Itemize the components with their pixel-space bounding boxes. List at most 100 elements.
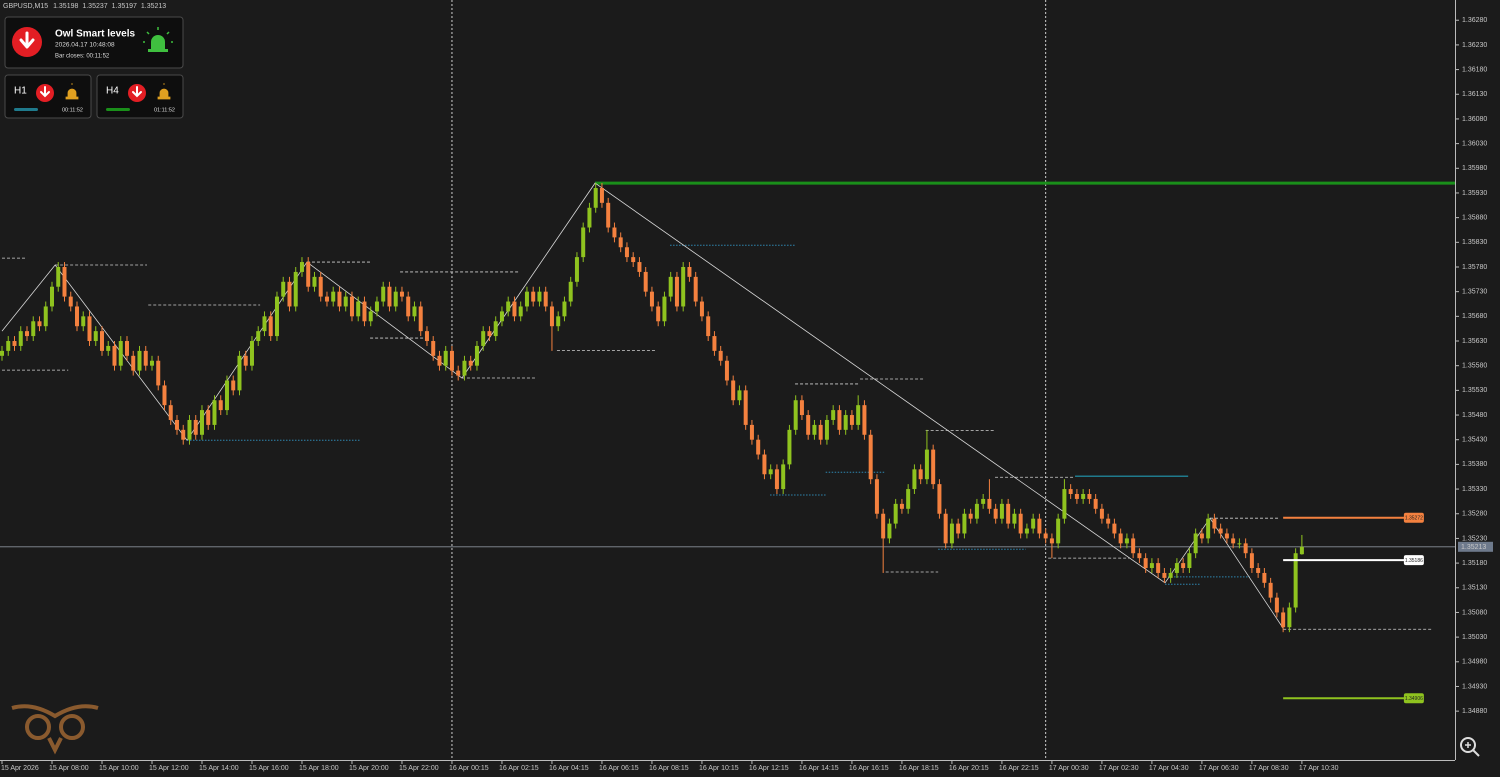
candle-body bbox=[349, 296, 354, 317]
candle-body bbox=[37, 321, 42, 327]
candle-body bbox=[43, 306, 48, 327]
candle-body bbox=[774, 469, 779, 490]
symbol: GBPUSD,M15 bbox=[3, 3, 48, 10]
candle-body bbox=[68, 296, 73, 307]
owl-panel: Owl Smart levels 2026.04.17 10:48:08 Bar… bbox=[4, 16, 184, 69]
candle-body bbox=[231, 380, 236, 391]
timeframe-bar bbox=[106, 108, 130, 111]
x-tick-label: 17 Apr 06:30 bbox=[1199, 765, 1239, 772]
zoom-icon[interactable] bbox=[1460, 737, 1480, 757]
price-level-label: 1.35272 bbox=[1405, 516, 1423, 522]
candle-body bbox=[493, 321, 498, 337]
y-tick-label: 1.36230 bbox=[1462, 42, 1487, 49]
candle-body bbox=[174, 419, 179, 430]
candle-body bbox=[1162, 572, 1167, 578]
y-tick-label: 1.35630 bbox=[1462, 338, 1487, 345]
candle-body bbox=[518, 306, 523, 317]
candle-body bbox=[981, 498, 986, 504]
candle-body bbox=[1018, 513, 1023, 534]
candle-body bbox=[206, 410, 211, 425]
timeframe-alarm bbox=[65, 83, 79, 100]
candle-body bbox=[1287, 607, 1292, 628]
candle-body bbox=[1206, 518, 1211, 539]
candle-body bbox=[674, 276, 679, 307]
candle-body bbox=[256, 331, 261, 342]
candle-body bbox=[1199, 533, 1204, 539]
candle-body bbox=[312, 276, 317, 287]
candle-body bbox=[124, 341, 129, 356]
candle-body bbox=[624, 247, 629, 258]
candle-body bbox=[556, 316, 561, 327]
candle-body bbox=[249, 341, 254, 366]
x-tick-label: 15 Apr 10:00 bbox=[99, 765, 139, 772]
candle-body bbox=[881, 513, 886, 539]
price-level-tag bbox=[1403, 555, 1424, 566]
candle-body bbox=[743, 390, 748, 425]
price-level-label: 1.35186 bbox=[1405, 558, 1423, 564]
x-tick-label: 16 Apr 08:15 bbox=[649, 765, 689, 772]
panel-title: Owl Smart levels bbox=[55, 29, 135, 40]
candle-body bbox=[1024, 528, 1029, 534]
y-tick-label: 1.35230 bbox=[1462, 535, 1487, 542]
candle-body bbox=[0, 350, 4, 356]
candle-body bbox=[18, 331, 23, 346]
candle-body bbox=[274, 296, 279, 337]
candle-body bbox=[268, 316, 273, 337]
candle-body bbox=[793, 400, 798, 430]
candle-body bbox=[668, 276, 673, 297]
candle-body bbox=[1299, 546, 1304, 555]
candle-body bbox=[93, 331, 98, 342]
header: GBPUSD,M15 1.35198 1.35237 1.35197 1.352… bbox=[3, 3, 166, 10]
candle-body bbox=[993, 508, 998, 519]
candle-body bbox=[99, 331, 104, 351]
x-tick-label: 15 Apr 22:00 bbox=[399, 765, 439, 772]
candle-body bbox=[468, 360, 473, 366]
x-tick-label: 15 Apr 2026 bbox=[1, 765, 39, 772]
candle-body bbox=[1193, 533, 1198, 554]
candle-body bbox=[343, 296, 348, 307]
candle-body bbox=[656, 306, 661, 322]
candle-body bbox=[924, 449, 929, 480]
candle-body bbox=[1037, 518, 1042, 534]
candle-body bbox=[581, 227, 586, 258]
candle-body bbox=[631, 257, 636, 263]
candle-body bbox=[1168, 572, 1173, 578]
candle-body bbox=[731, 380, 736, 401]
timeframe-name: H1 bbox=[14, 86, 27, 97]
candle-body bbox=[643, 271, 648, 292]
candle-body bbox=[318, 276, 323, 297]
candle-body bbox=[537, 291, 542, 302]
candle-body bbox=[768, 469, 773, 475]
candle-body bbox=[112, 345, 117, 366]
candle-body bbox=[949, 523, 954, 544]
y-tick-label: 1.35380 bbox=[1462, 461, 1487, 468]
candle-body bbox=[874, 479, 879, 514]
candle-body bbox=[1256, 568, 1261, 573]
y-tick-label: 1.34880 bbox=[1462, 708, 1487, 715]
candle-body bbox=[149, 360, 154, 366]
candle-body bbox=[337, 291, 342, 307]
candle-body bbox=[1068, 489, 1073, 494]
candle-body bbox=[331, 291, 336, 302]
candle-body bbox=[1137, 553, 1142, 559]
candle-body bbox=[106, 345, 111, 351]
axes: 1.36280 1.36230 1.36180 1.36130 1.36080 1.360… bbox=[1, 17, 1493, 772]
y-tick-label: 1.35730 bbox=[1462, 289, 1487, 296]
candle-body bbox=[956, 523, 961, 534]
candle-body bbox=[62, 266, 67, 297]
candle-body bbox=[1243, 543, 1248, 554]
candle-body bbox=[524, 291, 529, 307]
x-tick-label: 16 Apr 06:15 bbox=[599, 765, 639, 772]
candle-body bbox=[937, 484, 942, 514]
x-tick-label: 17 Apr 02:30 bbox=[1099, 765, 1139, 772]
timeframe-bar bbox=[14, 108, 38, 111]
candle-body bbox=[718, 350, 723, 361]
candle-body bbox=[899, 503, 904, 509]
x-tick-label: 15 Apr 08:00 bbox=[49, 765, 89, 772]
candle-body bbox=[812, 424, 817, 435]
x-tick-label: 15 Apr 16:00 bbox=[249, 765, 289, 772]
candle-body bbox=[49, 286, 54, 307]
candle-body bbox=[1218, 528, 1223, 534]
y-tick-label: 1.36280 bbox=[1462, 17, 1487, 24]
